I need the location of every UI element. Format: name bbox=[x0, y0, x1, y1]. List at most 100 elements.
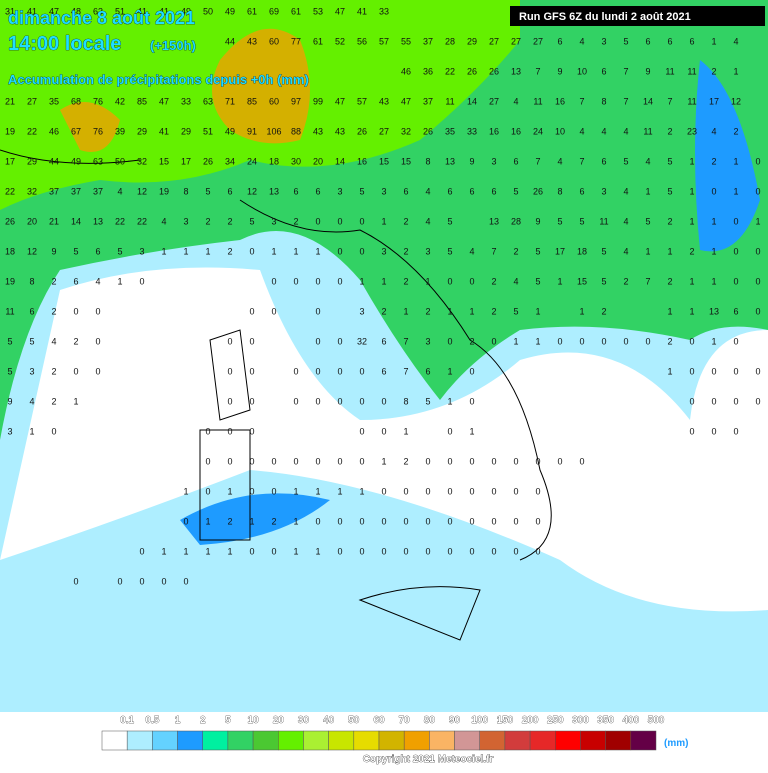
grid-value: 1 bbox=[161, 546, 166, 556]
grid-value: 22 bbox=[445, 66, 455, 76]
grid-value: 0 bbox=[293, 456, 298, 466]
grid-value: 4 bbox=[579, 126, 584, 136]
grid-value: 29 bbox=[467, 36, 477, 46]
grid-value: 2 bbox=[227, 216, 232, 226]
grid-value: 2 bbox=[205, 216, 210, 226]
grid-value: 1 bbox=[183, 246, 188, 256]
grid-value: 0 bbox=[491, 546, 496, 556]
grid-value: 29 bbox=[27, 156, 37, 166]
grid-value: 6 bbox=[733, 306, 738, 316]
grid-value: 67 bbox=[71, 126, 81, 136]
grid-value: 1 bbox=[425, 276, 430, 286]
grid-value: 0 bbox=[557, 456, 562, 466]
grid-value: 0 bbox=[315, 276, 320, 286]
grid-value: 16 bbox=[357, 156, 367, 166]
grid-value: 0 bbox=[359, 456, 364, 466]
legend-label: 2 bbox=[200, 715, 206, 726]
grid-value: 4 bbox=[557, 156, 562, 166]
grid-value: 41 bbox=[137, 6, 147, 16]
grid-value: 5 bbox=[513, 306, 518, 316]
grid-value: 0 bbox=[491, 336, 496, 346]
grid-value: 0 bbox=[381, 426, 386, 436]
grid-value: 0 bbox=[139, 576, 144, 586]
grid-value: 76 bbox=[93, 126, 103, 136]
grid-value: 57 bbox=[379, 36, 389, 46]
grid-value: 22 bbox=[27, 126, 37, 136]
grid-value: 19 bbox=[159, 186, 169, 196]
grid-value: 13 bbox=[93, 216, 103, 226]
grid-value: 0 bbox=[491, 456, 496, 466]
grid-value: 0 bbox=[205, 426, 210, 436]
grid-value: 5 bbox=[359, 186, 364, 196]
grid-value: 0 bbox=[51, 426, 56, 436]
grid-value: 0 bbox=[557, 336, 562, 346]
grid-value: 7 bbox=[579, 156, 584, 166]
grid-value: 0 bbox=[139, 276, 144, 286]
legend-label: 50 bbox=[348, 715, 360, 726]
grid-value: 10 bbox=[555, 126, 565, 136]
grid-value: 4 bbox=[623, 216, 628, 226]
grid-value: 5 bbox=[601, 276, 606, 286]
grid-value: 11 bbox=[643, 126, 652, 136]
grid-value: 0 bbox=[315, 336, 320, 346]
grid-value: 5 bbox=[623, 156, 628, 166]
grid-value: 2 bbox=[623, 276, 628, 286]
grid-value: 2 bbox=[271, 516, 276, 526]
grid-value: 1 bbox=[359, 276, 364, 286]
grid-value: 1 bbox=[535, 306, 540, 316]
grid-value: 0 bbox=[359, 216, 364, 226]
grid-value: 5 bbox=[7, 366, 12, 376]
grid-value: 4 bbox=[95, 276, 100, 286]
grid-value: 5 bbox=[73, 246, 78, 256]
legend-swatch bbox=[202, 730, 229, 751]
legend-swatch bbox=[555, 730, 581, 751]
grid-value: 63 bbox=[203, 96, 213, 106]
grid-value: 13 bbox=[511, 66, 521, 76]
grid-value: 0 bbox=[513, 486, 518, 496]
grid-value: 4 bbox=[711, 126, 716, 136]
grid-value: 14 bbox=[335, 156, 345, 166]
grid-value: 1 bbox=[667, 306, 672, 316]
grid-value: 8 bbox=[403, 396, 408, 406]
grid-value: 17 bbox=[5, 156, 15, 166]
grid-value: 2 bbox=[667, 336, 672, 346]
grid-value: 43 bbox=[247, 36, 257, 46]
grid-value: 1 bbox=[73, 396, 78, 406]
grid-value: 4 bbox=[51, 336, 56, 346]
grid-value: 5 bbox=[535, 246, 540, 256]
grid-value: 15 bbox=[159, 156, 169, 166]
grid-value: 3 bbox=[337, 186, 342, 196]
grid-value: 50 bbox=[115, 156, 125, 166]
grid-value: 0 bbox=[337, 246, 342, 256]
legend-swatch bbox=[580, 730, 606, 751]
grid-value: 0 bbox=[359, 246, 364, 256]
legend-swatch bbox=[353, 730, 380, 751]
grid-value: 0 bbox=[733, 246, 738, 256]
grid-value: 6 bbox=[381, 336, 386, 346]
grid-value: 1 bbox=[293, 246, 298, 256]
grid-value: 1 bbox=[249, 516, 254, 526]
grid-value: 0 bbox=[447, 546, 452, 556]
grid-value: 76 bbox=[93, 96, 103, 106]
grid-value: 68 bbox=[71, 96, 81, 106]
grid-value: 55 bbox=[401, 36, 411, 46]
grid-value: 0 bbox=[711, 366, 716, 376]
grid-value: 26 bbox=[533, 186, 543, 196]
grid-value: 1 bbox=[645, 246, 650, 256]
grid-value: 7 bbox=[623, 96, 628, 106]
grid-value: 0 bbox=[733, 216, 738, 226]
grid-value: 0 bbox=[425, 516, 430, 526]
grid-value: 0 bbox=[249, 306, 254, 316]
grid-value: 0 bbox=[183, 576, 188, 586]
grid-value: 5 bbox=[447, 216, 452, 226]
grid-value: 7 bbox=[579, 96, 584, 106]
grid-value: 69 bbox=[269, 6, 279, 16]
grid-value: 13 bbox=[709, 306, 719, 316]
legend-swatch bbox=[101, 730, 128, 751]
grid-value: 0 bbox=[513, 456, 518, 466]
grid-value: 1 bbox=[689, 216, 694, 226]
run-box bbox=[510, 6, 765, 26]
grid-value: 0 bbox=[337, 336, 342, 346]
grid-value: 46 bbox=[401, 66, 411, 76]
